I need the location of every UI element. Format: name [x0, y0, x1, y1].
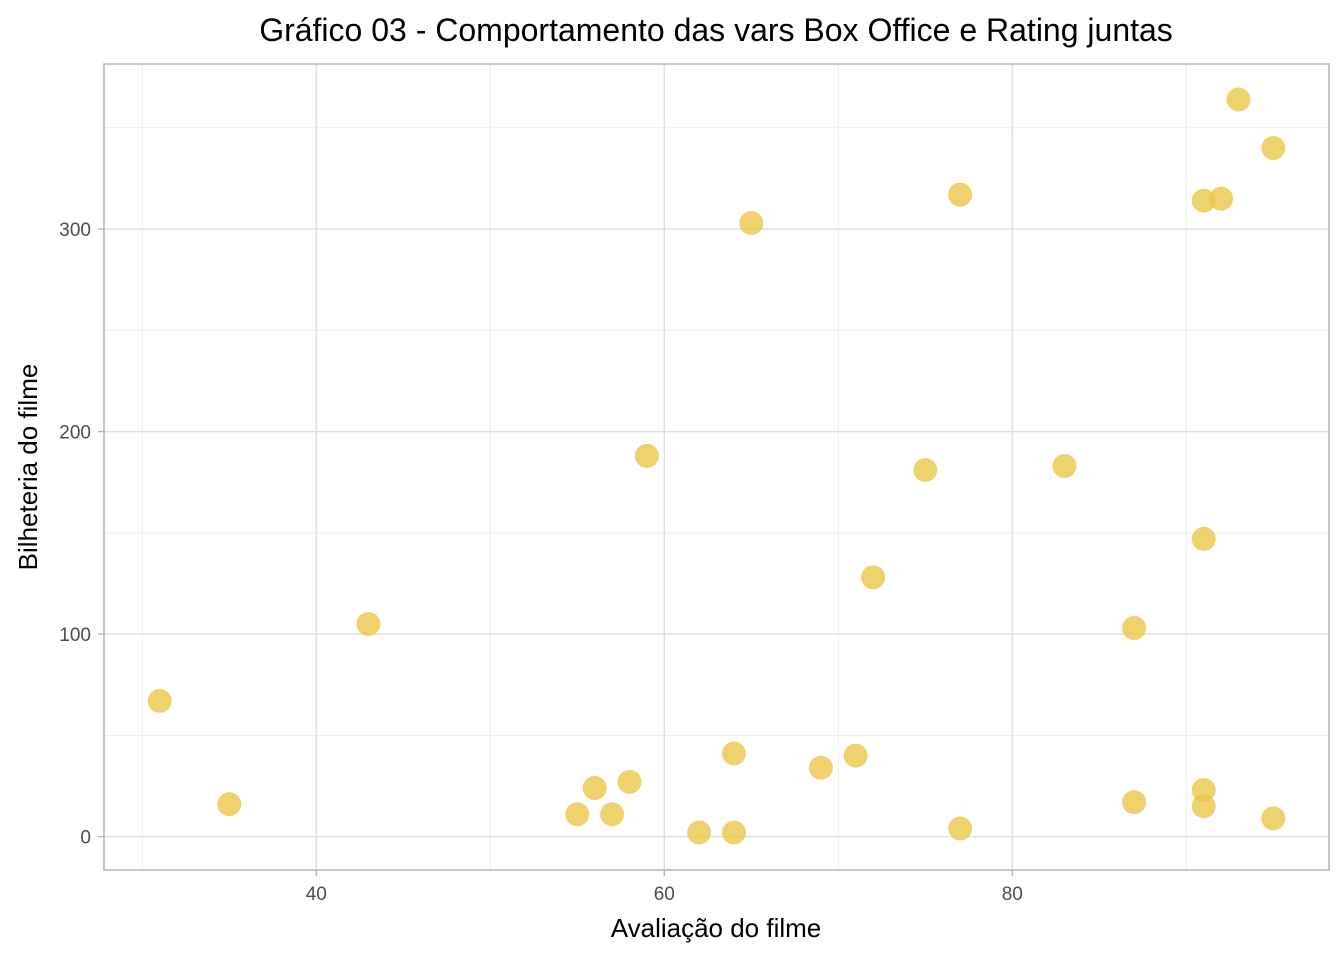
data-point: [1261, 806, 1286, 831]
data-point: [1209, 186, 1234, 211]
data-point: [582, 775, 607, 800]
data-point: [808, 755, 833, 780]
data-point: [1191, 778, 1216, 803]
y-tick-label: 0: [80, 828, 91, 849]
x-tick-label: 80: [1002, 884, 1023, 905]
data-point: [948, 816, 973, 841]
data-point: [1122, 615, 1147, 640]
data-point: [1261, 136, 1286, 161]
data-point: [861, 565, 886, 590]
x-tick-label: 40: [306, 884, 327, 905]
data-point: [687, 820, 712, 845]
y-tick-label: 300: [59, 220, 91, 241]
data-point: [1122, 790, 1147, 815]
data-point: [356, 611, 381, 636]
data-point: [948, 182, 973, 207]
data-point: [634, 443, 659, 468]
y-axis-ticks: 0 100 200 300: [59, 220, 104, 849]
data-point: [1191, 526, 1216, 551]
data-point: [913, 458, 938, 483]
x-tick-label: 60: [654, 884, 675, 905]
x-axis-ticks: 40 60 80: [306, 870, 1023, 905]
data-point: [739, 210, 764, 235]
data-point: [721, 820, 746, 845]
data-point: [721, 741, 746, 766]
y-tick-label: 100: [59, 625, 91, 646]
y-axis-title: Bilheteria do filme: [13, 364, 43, 571]
plot-panel-border: [103, 63, 1330, 871]
data-point: [565, 802, 590, 827]
data-points: [147, 87, 1286, 845]
data-point: [1226, 87, 1251, 112]
minor-gridlines: [104, 64, 1329, 870]
data-point: [1191, 188, 1216, 213]
data-point: [617, 769, 642, 794]
data-point: [600, 802, 625, 827]
x-axis-title: Avaliação do filme: [611, 913, 822, 943]
data-point: [843, 743, 868, 768]
data-point: [1052, 453, 1077, 478]
data-point: [147, 688, 172, 713]
data-point: [217, 792, 242, 817]
chart-title: Gráfico 03 - Comportamento das vars Box …: [259, 12, 1173, 48]
y-tick-label: 200: [59, 423, 91, 444]
